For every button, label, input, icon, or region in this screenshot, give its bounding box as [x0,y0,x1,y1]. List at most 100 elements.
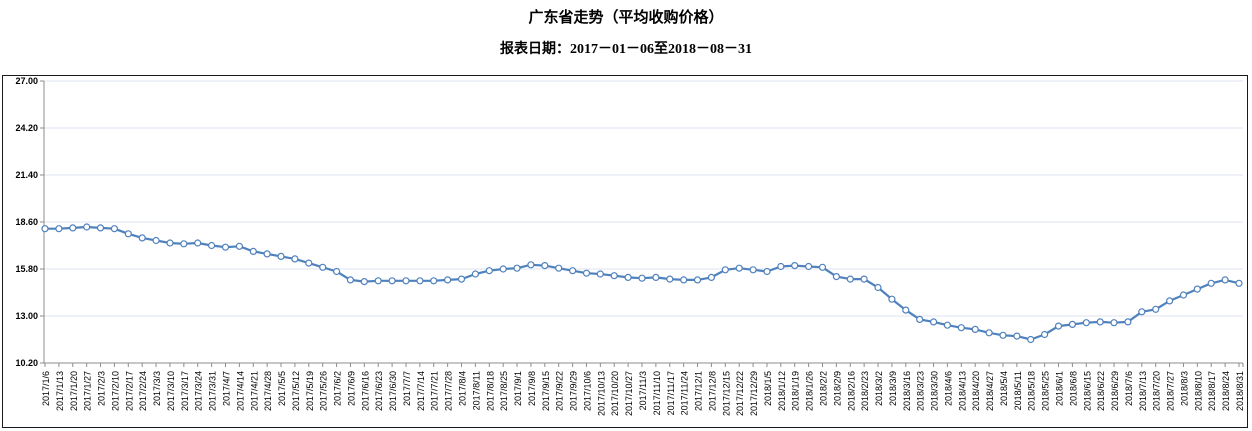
data-point-marker [666,275,674,283]
x-tick-label: 2017/12/1 [694,371,704,411]
y-gridlines [44,80,1243,317]
data-point-marker [707,273,716,281]
data-point-marker [96,224,105,232]
x-tick-label: 2017/7/28 [444,371,454,411]
data-point-marker [485,267,493,275]
data-point-marker [263,250,271,258]
x-tick-label: 2018/6/1 [1055,371,1065,406]
data-point-marker [402,277,410,285]
x-tick-label: 2018/4/20 [971,371,981,411]
data-point-marker [777,262,785,271]
x-tick-label: 2017/6/30 [388,371,398,411]
data-point-marker [582,269,591,277]
x-tick-label: 2018/6/29 [1110,371,1120,411]
data-point-marker [1165,297,1174,305]
data-point-marker [1054,322,1063,330]
x-tick-label: 2017/3/10 [166,371,176,411]
x-tick-label: 2018/5/18 [1027,371,1037,411]
y-tick-label: 15.80 [15,264,38,274]
data-point-marker [652,273,660,281]
x-tick-label: 2017/8/18 [485,371,495,411]
data-point-marker [860,275,868,283]
x-tick-label: 2017/3/24 [194,371,204,411]
x-tick-label: 2018/1/26 [805,371,815,411]
data-point-marker [610,272,618,280]
x-tick-label: 2017/3/17 [180,371,190,411]
data-point-marker [568,267,577,275]
x-tick-label: 2018/5/4 [999,371,1009,406]
x-tick-label: 2017/12/8 [707,371,717,411]
x-tick-label: 2018/6/8 [1068,371,1078,406]
x-tick-label: 2017/5/12 [291,371,301,411]
x-tick-label: 2017/12/29 [749,371,759,416]
x-tick-label: 2017/2/24 [138,371,148,411]
data-point-marker [985,329,993,337]
x-tick-label: 2018/7/20 [1152,371,1162,411]
data-point-marker [55,225,63,233]
data-point-marker [1110,319,1118,327]
x-tick-label: 2017/8/4 [458,371,468,406]
x-tick-label: 2018/2/16 [846,371,856,411]
data-point-marker [680,276,688,284]
data-point-marker [999,331,1007,339]
data-point-marker [138,234,146,242]
data-point-marker [693,276,702,284]
data-point-marker [444,276,452,284]
data-point-marker [943,321,952,329]
data-point-marker [1096,318,1104,326]
x-tick-label: 2017/11/24 [680,371,690,415]
data-point-marker [971,325,979,333]
x-tick-label: 2017/9/1 [513,371,523,406]
chart-title: 广东省走势（平均收购价格） [528,10,724,26]
data-point-marker [513,264,521,272]
price-line [43,225,1241,341]
data-point-marker [735,264,743,272]
x-tick-label: 2018/2/9 [832,371,842,406]
x-tick-label: 2018/8/3 [1179,371,1189,406]
y-tick-label: 21.40 [15,170,38,180]
data-point-marker [791,262,799,270]
data-point-marker [69,224,77,232]
data-point-marker [1124,318,1132,326]
data-point-marker [624,273,632,281]
data-point-marker [1138,308,1146,316]
x-tick-label: 2018/4/6 [943,371,953,406]
x-tick-label: 2018/3/23 [916,371,926,411]
data-point-marker [1221,276,1229,284]
data-point-marker [916,315,924,323]
x-tick-label: 2018/3/2 [874,371,884,406]
x-tick-label: 2017/12/15 [721,371,731,416]
x-tick-label: 2017/1/27 [83,371,93,411]
data-point-markers [41,223,1243,344]
data-point-marker [416,277,424,285]
data-point-marker [832,273,841,281]
data-point-marker [235,242,243,250]
data-point-marker [1193,285,1201,293]
x-tick-label: 2017/2/3 [97,371,107,406]
x-tick-label: 2018/2/23 [860,371,870,411]
data-point-marker [305,259,313,267]
x-tick-label: 2017/10/13 [596,371,606,416]
x-tick-label: 2017/1/20 [69,371,79,411]
x-tick-label: 2018/1/5 [763,371,773,406]
x-tick-label: 2018/6/15 [1082,371,1092,411]
data-point-marker [902,306,910,314]
x-tick-label: 2017/7/21 [430,371,440,411]
chart-frame: 10.20 13.00 15.80 18.60 21.40 24.20 27.00 2017/… [2,75,1248,428]
data-point-marker [471,270,479,278]
data-point-marker [166,239,174,247]
x-tick-label: 2017/8/25 [499,371,509,411]
x-tick-label: 2018/3/30 [930,371,940,411]
x-tick-label: 2018/1/19 [791,371,801,411]
data-point-marker [596,270,604,278]
x-tick-label: 2018/8/24 [1221,371,1231,411]
data-point-marker [208,241,216,250]
x-tick-label: 2017/3/3 [152,371,162,406]
x-tick-label: 2017/5/5 [277,371,287,406]
x-tick-label: 2017/11/3 [638,371,648,410]
data-point-marker [749,266,757,274]
x-tick-label: 2017/10/27 [624,371,634,416]
x-tick-label: 2017/4/28 [263,371,273,411]
x-tick-label: 2018/1/12 [777,371,787,411]
data-point-marker [527,261,535,269]
